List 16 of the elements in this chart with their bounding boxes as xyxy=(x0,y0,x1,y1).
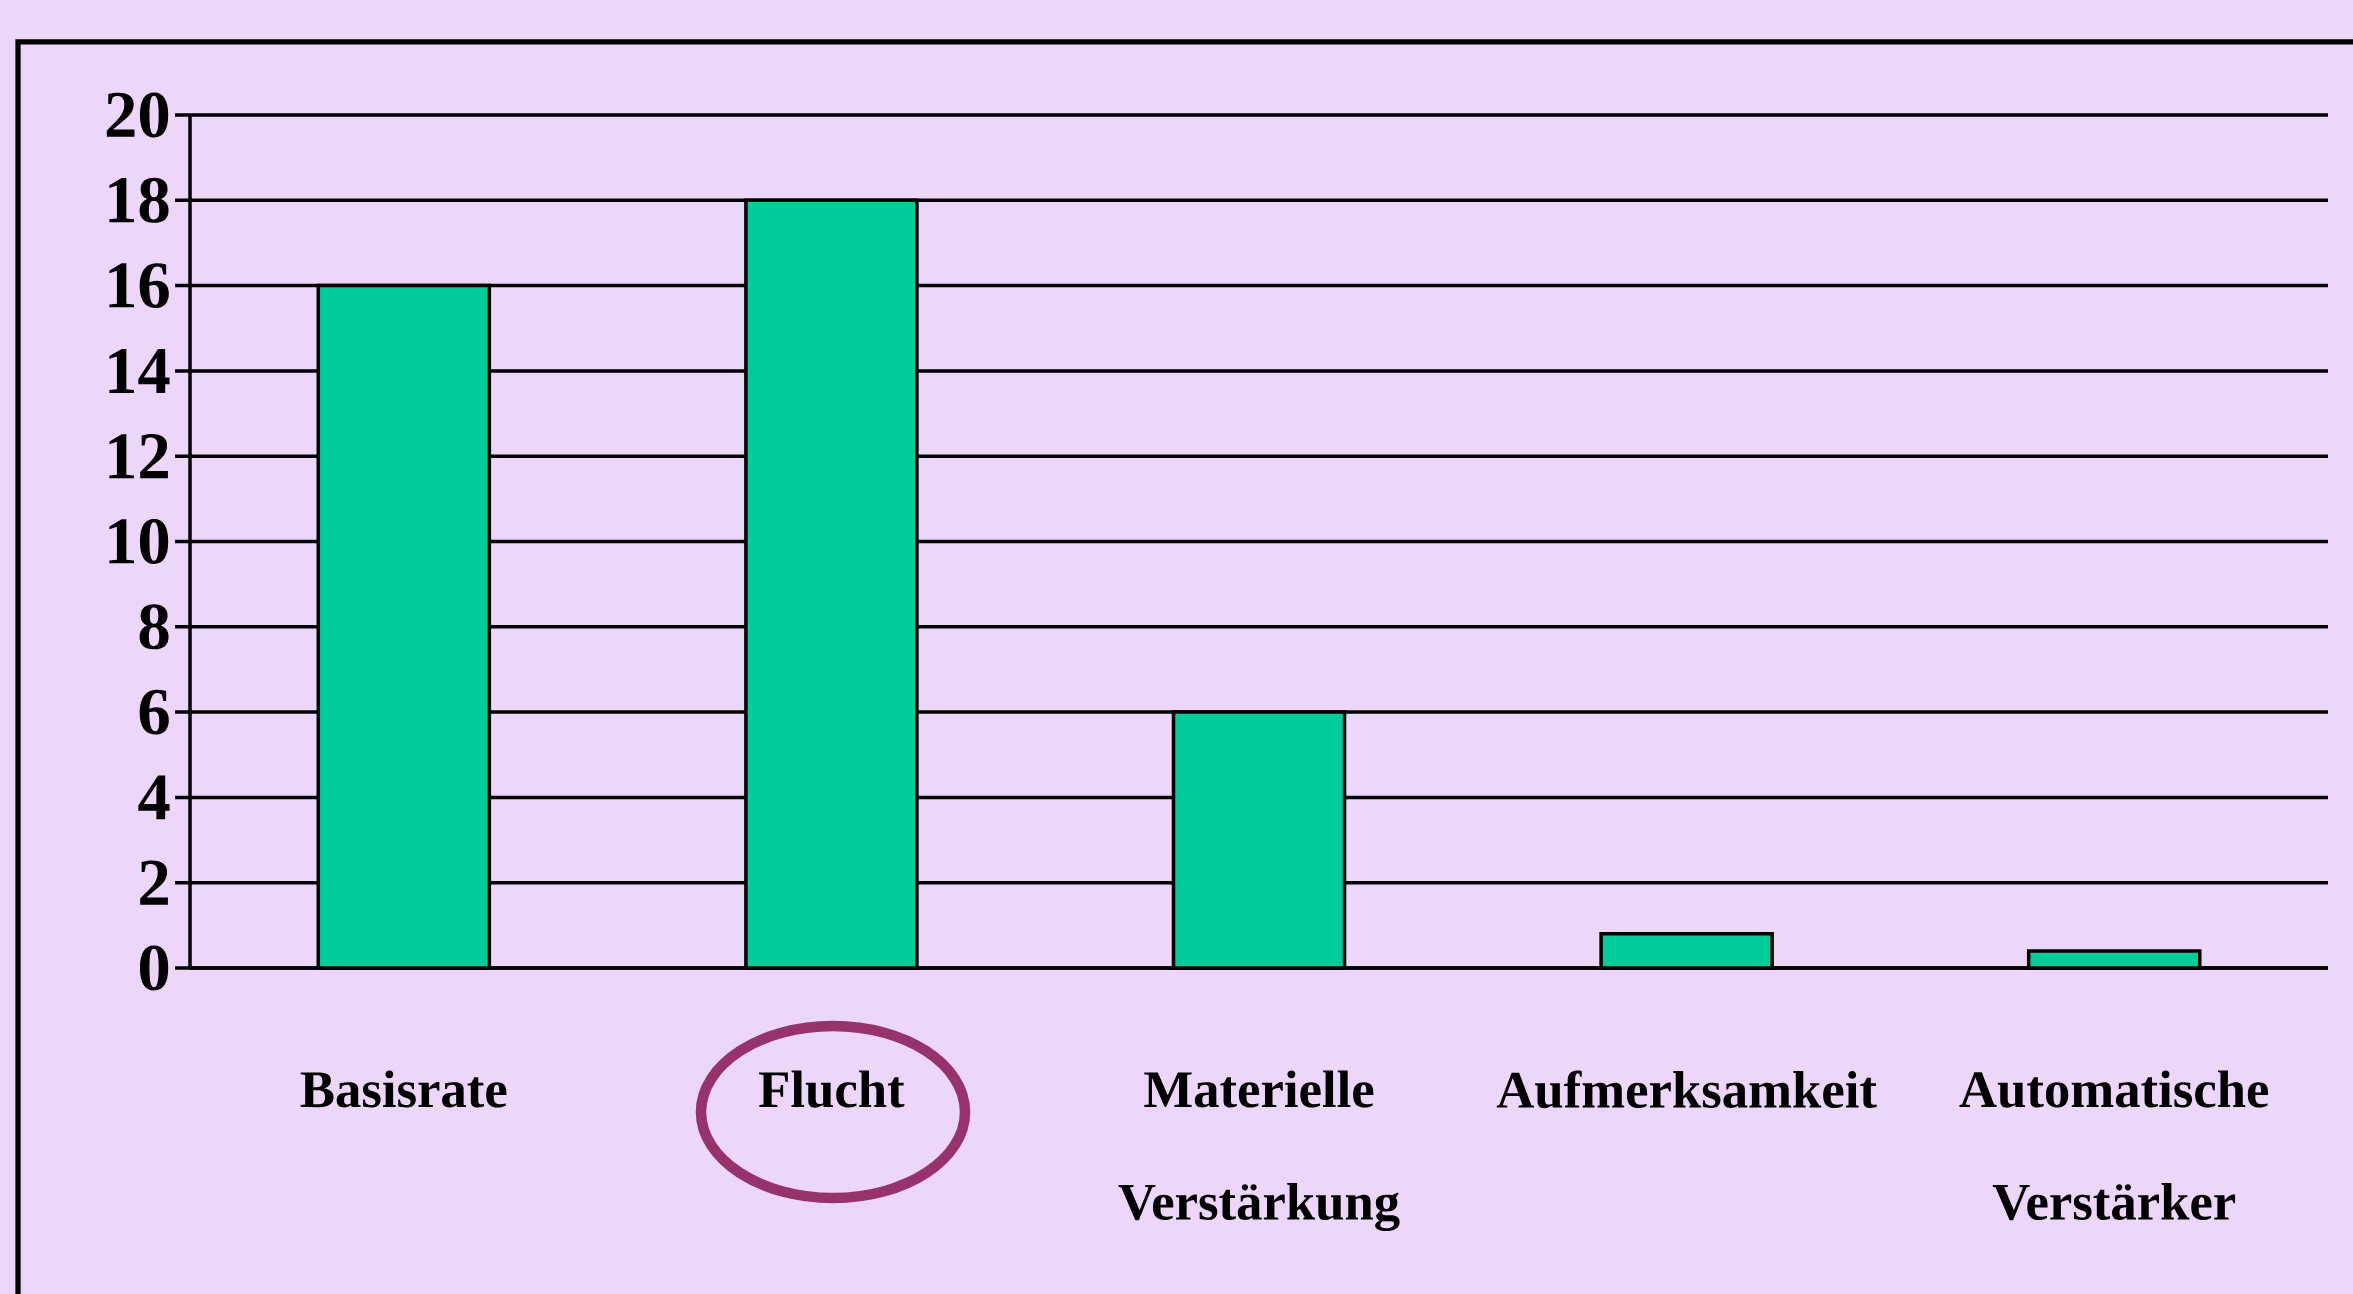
category-label: Materielle Verstärkung xyxy=(1118,1070,1400,1232)
y-tick-label: 6 xyxy=(139,689,169,735)
y-tick-label: 16 xyxy=(109,263,169,309)
x-tick-label: Flucht xyxy=(759,1070,905,1108)
y-tick-label: 2 xyxy=(140,860,168,905)
y-tick-label: 18 xyxy=(109,177,169,223)
y-tick-label: 8 xyxy=(139,604,169,650)
x-tick-label: Aufmerksamkeit xyxy=(1496,1070,1877,1109)
y-tick-label: 20 xyxy=(106,92,169,138)
y-tick-label: 12 xyxy=(109,434,168,479)
y-tick-label: 14 xyxy=(109,348,170,393)
y-tick-label: 10 xyxy=(109,518,169,565)
category-label: Automatische Verstärker xyxy=(1959,1070,2269,1221)
x-tick-label: Basisrate xyxy=(300,1070,507,1108)
y-tick-label: 0 xyxy=(139,945,169,991)
y-tick-label: 4 xyxy=(138,775,170,820)
